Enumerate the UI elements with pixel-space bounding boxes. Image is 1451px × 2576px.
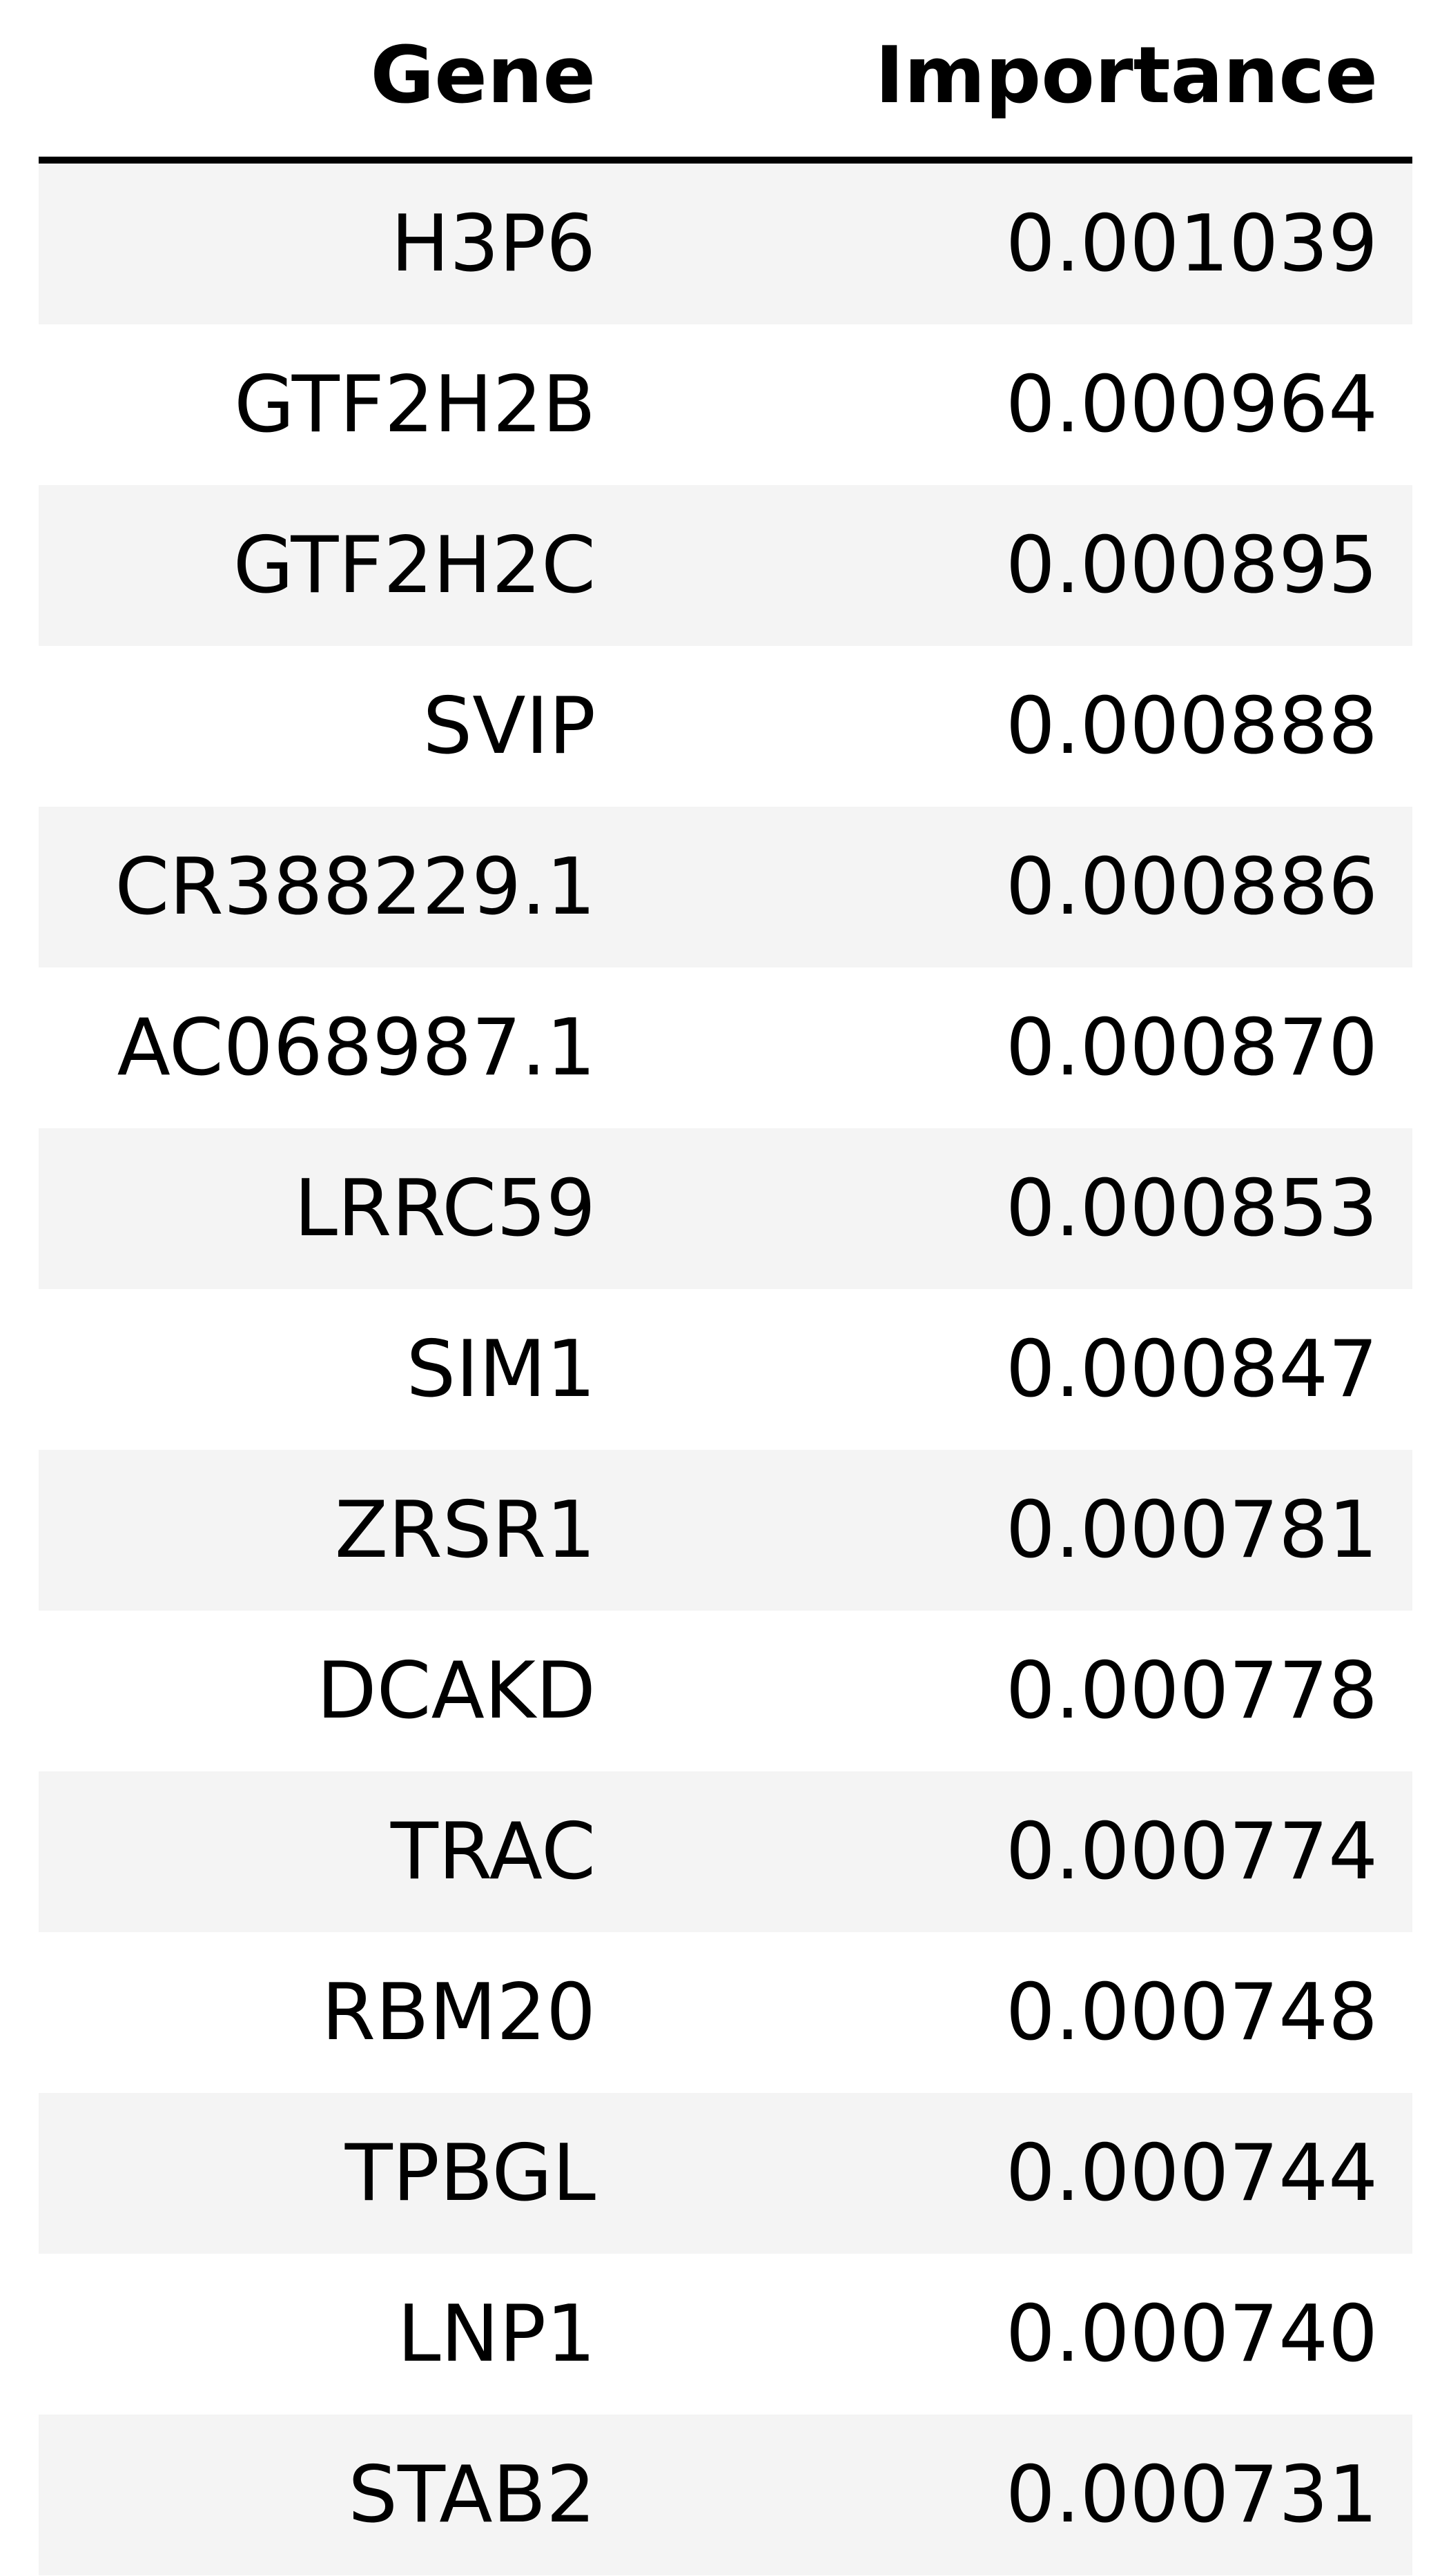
table-row: SVIP 0.000888 [39, 646, 1412, 807]
importance-cell: 0.000847 [1005, 1324, 1378, 1415]
gene-cell: AC068987.1 [117, 1002, 596, 1093]
table-header-row: Gene Importance [39, 0, 1412, 164]
table-row: AC068987.1 0.000870 [39, 967, 1412, 1128]
gene-cell: TRAC [390, 1806, 596, 1897]
table-row: GTF2H2C 0.000895 [39, 485, 1412, 646]
column-header-gene: Gene [370, 30, 596, 121]
table-row: GTF2H2B 0.000964 [39, 324, 1412, 485]
gene-cell: H3P6 [391, 198, 596, 289]
gene-cell: SVIP [422, 680, 596, 771]
table-row: H3P6 0.001039 [39, 164, 1412, 324]
importance-cell: 0.000778 [1005, 1645, 1378, 1736]
table-row: CR388229.1 0.000886 [39, 807, 1412, 967]
table-row: STAB2 0.000731 [39, 2415, 1412, 2575]
gene-cell: RBM20 [321, 1967, 596, 2058]
importance-cell: 0.000853 [1005, 1163, 1378, 1254]
table-row: TRAC 0.000774 [39, 1771, 1412, 1932]
gene-cell: GTF2H2C [233, 520, 596, 611]
gene-cell: SIM1 [406, 1324, 596, 1415]
importance-cell: 0.000895 [1005, 520, 1378, 611]
importance-cell: 0.000774 [1005, 1806, 1378, 1897]
header-rule [39, 157, 1412, 164]
importance-cell: 0.000964 [1005, 359, 1378, 450]
table-row: LRRC59 0.000853 [39, 1128, 1412, 1289]
importance-cell: 0.000781 [1005, 1484, 1378, 1575]
table-body: H3P6 0.001039 GTF2H2B 0.000964 GTF2H2C 0.0008… [39, 164, 1412, 2575]
table-row: SIM1 0.000847 [39, 1289, 1412, 1450]
gene-cell: STAB2 [348, 2449, 596, 2540]
gene-importance-table: Gene Importance H3P6 0.001039 GTF2H2B 0.000… [39, 0, 1412, 2575]
importance-cell: 0.000744 [1005, 2127, 1378, 2219]
table-row: DCAKD 0.000778 [39, 1611, 1412, 1771]
table-row: TPBGL 0.000744 [39, 2093, 1412, 2254]
importance-cell: 0.000870 [1005, 1002, 1378, 1093]
gene-cell: GTF2H2B [234, 359, 596, 450]
importance-cell: 0.000731 [1005, 2449, 1378, 2540]
importance-cell: 0.000748 [1005, 1967, 1378, 2058]
table-row: RBM20 0.000748 [39, 1932, 1412, 2093]
importance-cell: 0.000886 [1005, 841, 1378, 932]
importance-cell: 0.001039 [1005, 198, 1378, 289]
gene-cell: LNP1 [397, 2288, 596, 2379]
table-row: LNP1 0.000740 [39, 2254, 1412, 2415]
gene-cell: CR388229.1 [115, 841, 596, 932]
gene-cell: DCAKD [316, 1645, 596, 1736]
gene-cell: TPBGL [344, 2127, 596, 2219]
importance-cell: 0.000740 [1005, 2288, 1378, 2379]
gene-cell: LRRC59 [293, 1163, 596, 1254]
importance-cell: 0.000888 [1005, 680, 1378, 771]
table-row: ZRSR1 0.000781 [39, 1450, 1412, 1611]
column-header-importance: Importance [875, 30, 1378, 121]
gene-cell: ZRSR1 [334, 1484, 596, 1575]
